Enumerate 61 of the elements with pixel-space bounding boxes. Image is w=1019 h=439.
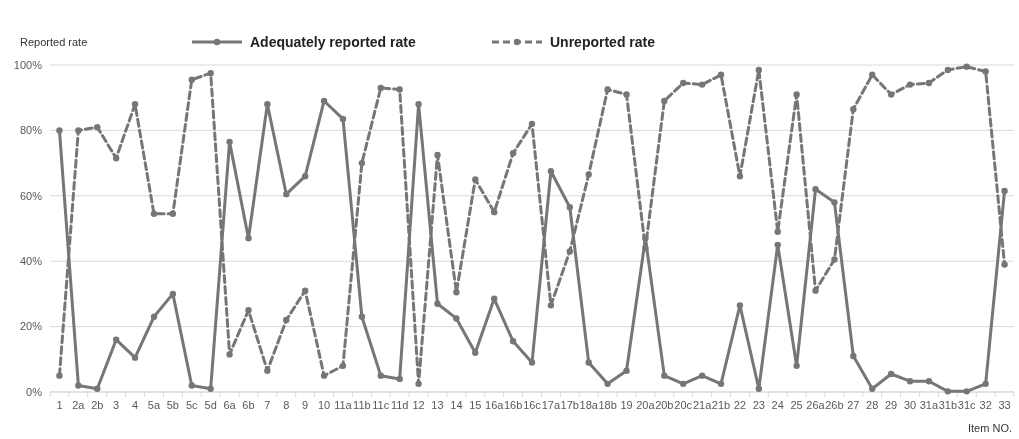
y-axis-title: Reported rate xyxy=(20,36,88,48)
x-tick-label: 5b xyxy=(166,399,179,411)
x-tick-label: 4 xyxy=(132,399,139,411)
x-tick-label: 7 xyxy=(264,399,271,411)
x-tick-label: 31b xyxy=(938,399,958,411)
y-tick-label: 0% xyxy=(26,385,43,398)
legend-label: Adequately reported rate xyxy=(250,33,416,50)
y-tick-label: 20% xyxy=(19,320,43,333)
x-tick-label: 2b xyxy=(91,399,104,411)
x-tick-label: 3 xyxy=(113,399,120,411)
x-tick-label: 5d xyxy=(204,399,217,411)
x-tick-label: 11b xyxy=(353,399,371,411)
x-tick-label: 17b xyxy=(560,399,579,411)
x-tick-label: 17a xyxy=(541,399,561,411)
x-tick-label: 8 xyxy=(283,399,290,411)
x-tick-label: 16a xyxy=(485,399,505,411)
x-tick-label: 27 xyxy=(847,399,860,411)
x-tick-label: 11c xyxy=(372,399,390,411)
x-tick-label: 23 xyxy=(752,399,765,411)
x-axis-title: Item NO. xyxy=(967,422,1012,434)
x-tick-label: 32 xyxy=(979,399,992,411)
x-tick-label: 25 xyxy=(790,399,803,411)
x-tick-label: 20b xyxy=(655,399,674,411)
x-tick-label: 20a xyxy=(636,399,656,411)
x-tick-label: 14 xyxy=(450,399,463,411)
x-tick-label: 16c xyxy=(523,399,542,411)
x-tick-label: 6a xyxy=(223,399,237,411)
x-tick-label: 15 xyxy=(469,399,482,411)
x-tick-label: 6b xyxy=(242,399,255,411)
legend-label: Unreported rate xyxy=(550,33,656,50)
x-tick-label: 2a xyxy=(72,399,86,411)
x-tick-label: 13 xyxy=(431,399,444,411)
x-tick-label: 21a xyxy=(692,399,713,411)
x-tick-label: 28 xyxy=(866,399,879,411)
x-tick-label: 20c xyxy=(674,399,693,411)
x-tick-label: 12 xyxy=(412,399,425,411)
x-tick-label: 19 xyxy=(620,399,633,411)
x-tick-label: 22 xyxy=(733,399,747,411)
y-tick-label: 100% xyxy=(13,58,43,71)
x-tick-label: 33 xyxy=(998,399,1011,411)
x-tick-label: 10 xyxy=(317,399,331,411)
x-tick-label: 26b xyxy=(825,399,844,411)
x-tick-label: 29 xyxy=(885,399,898,411)
x-tick-label: 11d xyxy=(390,399,409,411)
y-tick-label: 80% xyxy=(19,124,43,137)
x-tick-label: 31a xyxy=(919,399,939,411)
x-tick-label: 21b xyxy=(711,399,731,411)
x-tick-label: 26a xyxy=(806,399,826,411)
x-tick-label: 18b xyxy=(598,399,617,411)
x-tick-label: 5c xyxy=(185,399,199,411)
x-tick-label: 31c xyxy=(957,399,977,411)
x-tick-label: 1 xyxy=(56,399,63,411)
x-tick-label: 30 xyxy=(903,399,917,411)
x-tick-label: 11a xyxy=(334,399,353,411)
y-tick-label: 60% xyxy=(19,189,43,202)
x-tick-label: 16b xyxy=(503,399,523,411)
x-tick-label: 24 xyxy=(771,399,784,411)
x-tick-label: 9 xyxy=(302,399,309,411)
x-tick-label: 18a xyxy=(579,399,599,411)
y-tick-label: 40% xyxy=(19,255,43,268)
x-tick-label: 5a xyxy=(147,399,161,411)
